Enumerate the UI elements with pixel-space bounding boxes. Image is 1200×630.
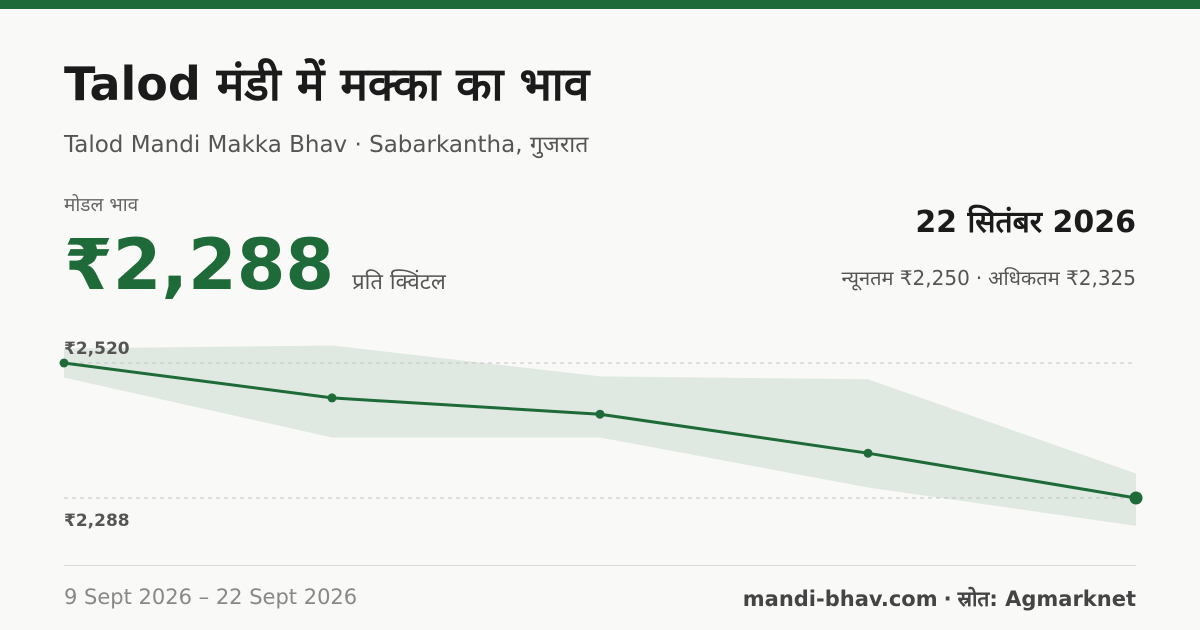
page-subtitle: Talod Mandi Makka Bhav · Sabarkantha, गु…	[64, 132, 589, 158]
site-name: mandi-bhav.com	[742, 587, 938, 611]
top-accent-bar	[0, 0, 1200, 9]
price-point	[327, 393, 337, 403]
date-period: 9 Sept 2026 – 22 Sept 2026	[64, 585, 358, 609]
page-title: Talod मंडी में मक्का का भाव	[64, 57, 590, 111]
price-point	[59, 358, 69, 368]
price-date: 22 सितंबर 2026	[915, 205, 1136, 240]
range-separator: ·	[975, 266, 983, 290]
y-tick-label: ₹2,288	[64, 511, 130, 531]
min-price: न्यूनतम ₹2,250	[841, 266, 970, 290]
price-point	[595, 409, 605, 419]
modal-price-label: मोडल भाव	[64, 194, 139, 216]
price-row: ₹2,288 प्रति क्विंटल	[64, 222, 446, 308]
latest-price-point	[1129, 491, 1143, 505]
price-point	[863, 448, 873, 458]
price-range: न्यूनतम ₹2,250 · अधिकतम ₹2,325	[842, 264, 1137, 291]
footer-credit: mandi-bhav.com · स्रोत: Agmarknet	[743, 585, 1136, 613]
modal-price-value: ₹2,288	[64, 224, 335, 306]
price-unit: प्रति क्विंटल	[352, 270, 446, 295]
price-trend-chart: ₹2,520 ₹2,288	[59, 339, 1143, 531]
max-price: अधिकतम ₹2,325	[988, 266, 1136, 290]
credit-separator: ·	[943, 587, 952, 611]
footer-divider	[64, 565, 1136, 566]
data-source: स्रोत: Agmarknet	[957, 587, 1136, 611]
y-tick-label: ₹2,520	[64, 339, 130, 359]
min-max-band	[64, 345, 1136, 526]
